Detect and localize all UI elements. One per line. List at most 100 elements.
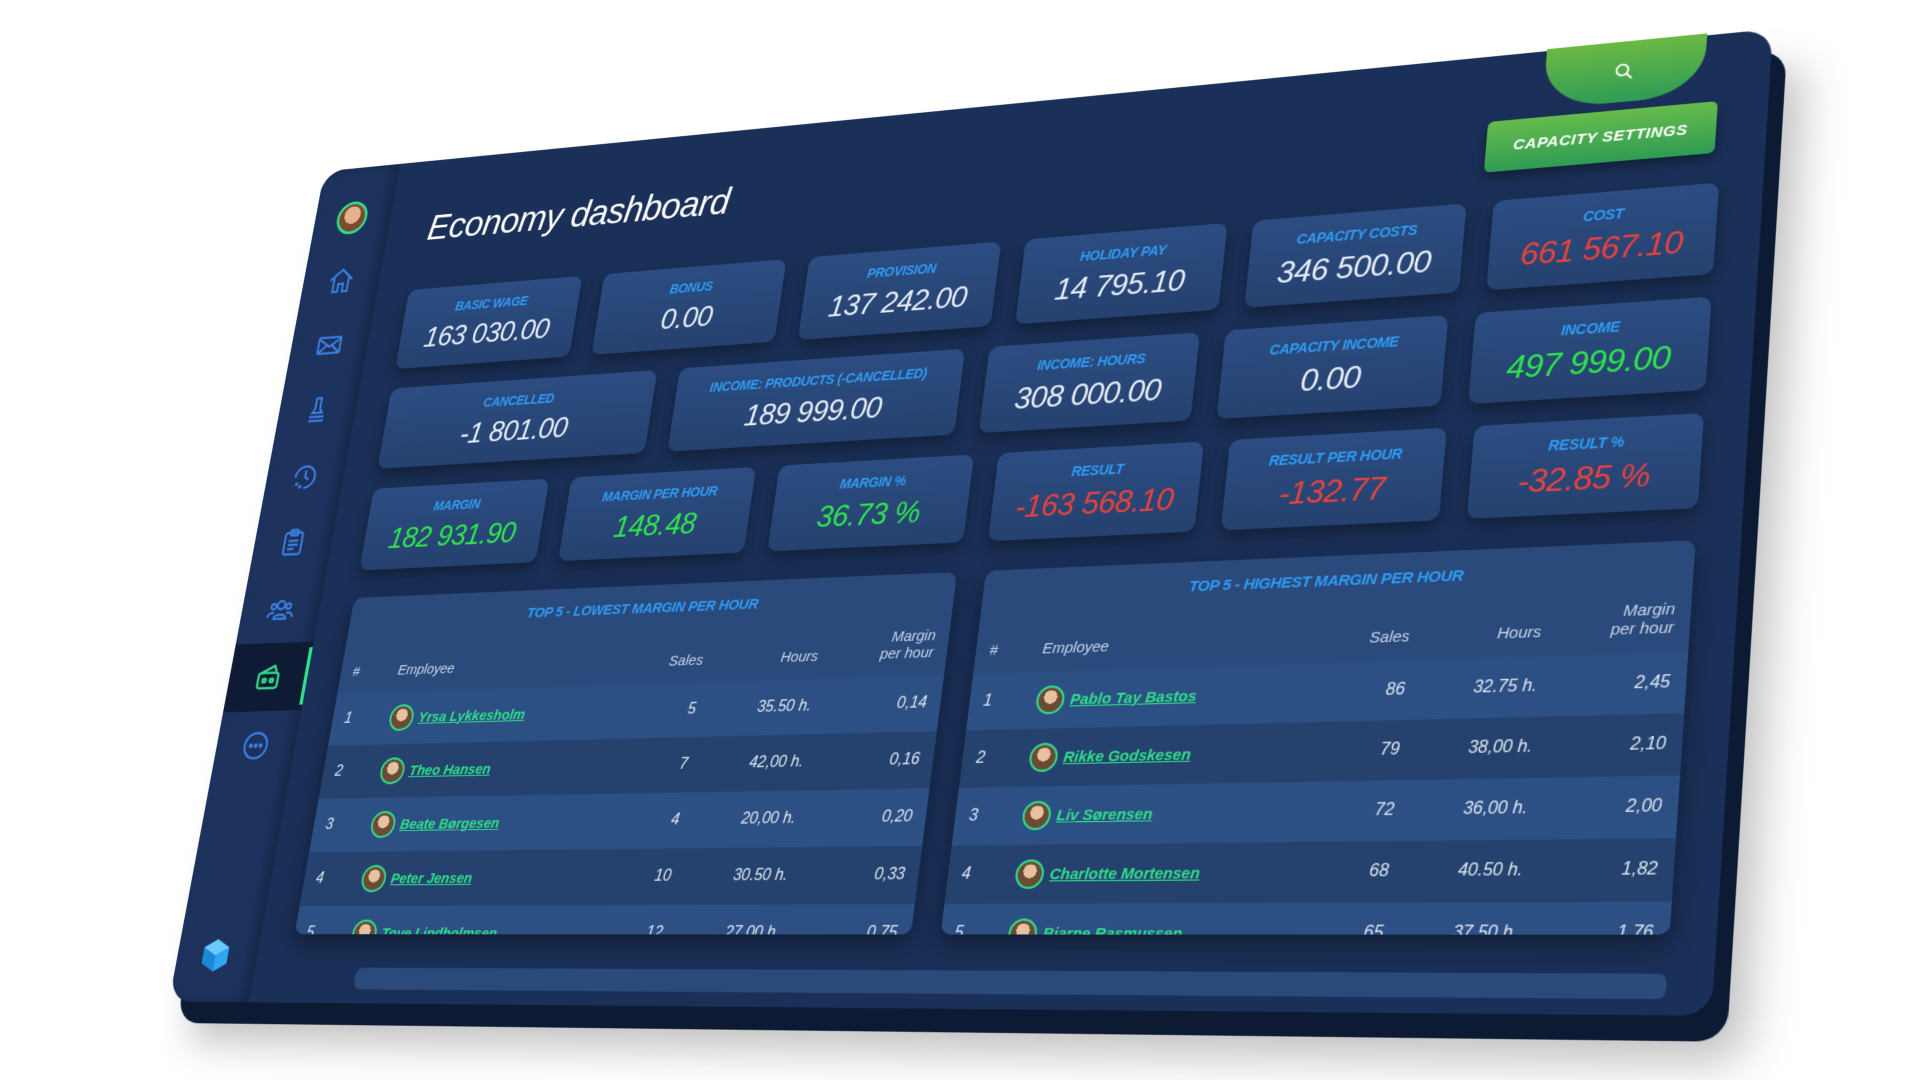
employee-link[interactable]: Yrsa Lykkesholm <box>417 706 527 726</box>
tables-section: TOP 5 - LOWEST MARGIN PER HOUR # Employe… <box>294 540 1696 935</box>
margin-cell: 1,76 <box>1531 901 1672 935</box>
employee-link[interactable]: Bjarne Rasmussen <box>1041 924 1184 935</box>
kpi-margin-percent: MARGIN % 36.73 % <box>767 454 975 552</box>
kpi-value: 661 567.10 <box>1518 224 1685 273</box>
kpi-value: 137 242.00 <box>826 280 970 324</box>
page-title: Economy dashboard <box>424 181 733 248</box>
home-icon <box>324 264 358 297</box>
header-line: Margin <box>890 627 937 646</box>
table-title: TOP 5 - LOWEST MARGIN PER HOUR <box>525 595 760 622</box>
sales-cell: 5 <box>618 681 713 739</box>
kpi-value: 182 931.90 <box>386 516 519 555</box>
column-header-margin-per-hour: Margin per hour <box>1555 600 1692 656</box>
kpi-income-products: INCOME: PRODUCTS (-CANCELLED) 189 999.00 <box>666 348 966 452</box>
hours-cell: 37.50 h. <box>1395 902 1537 935</box>
employee-cell: Bjarne Rasmussen <box>990 902 1302 935</box>
sidebar-item-team[interactable] <box>236 574 326 645</box>
employee-cell: Charlotte Mortensen <box>998 841 1308 904</box>
search-tab[interactable] <box>1542 33 1708 110</box>
margin-cell: 0,33 <box>796 845 923 905</box>
user-avatar[interactable] <box>334 200 371 236</box>
employee-cell: Beate Børgesen <box>354 793 610 852</box>
hours-cell: 32.75 h. <box>1417 655 1556 720</box>
kpi-result-per-hour: RESULT PER HOUR -132.77 <box>1220 427 1447 531</box>
kpi-margin: MARGIN 182 931.90 <box>359 478 550 571</box>
avatar[interactable] <box>1020 800 1053 831</box>
sidebar-item-home[interactable] <box>297 246 385 316</box>
employee-link[interactable]: Charlotte Mortensen <box>1048 863 1201 884</box>
rank-cell: 2 <box>958 729 1020 788</box>
margin-cell: 0,20 <box>804 788 930 848</box>
capacity-settings-button[interactable]: CAPACITY SETTINGS <box>1483 101 1718 173</box>
employee-link[interactable]: Peter Jensen <box>389 869 474 887</box>
sidebar-item-messages[interactable] <box>285 310 374 380</box>
margin-cell: 2,45 <box>1550 651 1689 717</box>
search-icon <box>1612 60 1637 84</box>
kpi-income-hours: INCOME: HOURS 308 000.00 <box>978 332 1201 434</box>
more-icon <box>238 729 274 763</box>
avatar[interactable] <box>1013 859 1046 890</box>
kpi-result: RESULT -163 568.10 <box>987 441 1205 542</box>
margin-cell: 1,82 <box>1536 838 1677 903</box>
kpi-label: CANCELLED <box>482 390 556 410</box>
avatar[interactable] <box>387 704 416 732</box>
employee-cell: Liv Sørensen <box>1005 781 1313 846</box>
sidebar-item-stamp[interactable] <box>273 375 362 445</box>
employee-cell: Theo Hansen <box>364 738 619 798</box>
highest-margin-table: # Employee Sales Hours Margin per hour 1 … <box>940 600 1692 935</box>
sidebar-item-tasks[interactable] <box>248 507 338 578</box>
employee-link[interactable]: Pablo Tay Bastos <box>1069 687 1198 709</box>
table-row: 4 Peter Jensen 10 30.50 h. 0,33 <box>299 845 923 907</box>
kpi-margin-per-hour: MARGIN PER HOUR 148.48 <box>558 466 757 562</box>
avatar[interactable] <box>1006 918 1039 935</box>
hours-cell: 40.50 h. <box>1401 839 1541 903</box>
kpi-label: HOLIDAY PAY <box>1079 242 1168 265</box>
sales-cell: 79 <box>1312 719 1418 782</box>
rank-cell: 5 <box>940 903 999 935</box>
rank-cell: 4 <box>944 845 1006 904</box>
employee-cell: Rikke Godskesen <box>1012 722 1319 787</box>
table-row: 3 Liv Sørensen 72 36,00 h. 2,00 <box>951 775 1681 846</box>
column-header-sales: Sales <box>1368 627 1411 647</box>
avatar[interactable] <box>1034 685 1066 715</box>
table-row: 3 Beate Børgesen 4 20,00 h. 0,20 <box>309 788 930 853</box>
rank-cell: 3 <box>951 786 1013 846</box>
kpi-value: 148.48 <box>611 506 699 544</box>
kpi-label: RESULT % <box>1547 433 1625 454</box>
margin-cell: 2,10 <box>1545 713 1685 778</box>
avatar[interactable] <box>368 810 398 839</box>
employee-link[interactable]: Theo Hansen <box>408 760 493 779</box>
sales-cell: 12 <box>583 904 680 935</box>
kpi-value: 346 500.00 <box>1275 244 1433 291</box>
margin-cell: 2,00 <box>1540 775 1681 840</box>
sales-cell: 68 <box>1301 840 1407 903</box>
sidebar-item-time[interactable] <box>261 440 350 511</box>
kpi-label: CAPACITY COSTS <box>1295 221 1419 248</box>
employee-link[interactable]: Tove Lindholmsen <box>380 924 499 935</box>
kpi-value: 163 030.00 <box>421 312 552 354</box>
column-header-sales: Sales <box>667 651 705 670</box>
sidebar-item-more[interactable] <box>210 710 301 781</box>
sales-cell: 65 <box>1295 902 1402 935</box>
table-title: TOP 5 - HIGHEST MARGIN PER HOUR <box>1188 566 1465 596</box>
kpi-label: BASIC WAGE <box>454 293 529 314</box>
mail-icon <box>312 329 347 363</box>
sales-cell: 86 <box>1318 659 1423 723</box>
kpi-label: INCOME <box>1560 318 1621 339</box>
sales-cell: 7 <box>609 736 705 794</box>
avatar[interactable] <box>378 757 407 785</box>
avatar[interactable] <box>359 864 389 893</box>
sidebar-item-economy[interactable] <box>223 641 314 713</box>
employee-link[interactable]: Rikke Godskesen <box>1062 745 1192 766</box>
kpi-value: -132.77 <box>1277 470 1387 512</box>
employee-link[interactable]: Beate Børgesen <box>398 814 501 833</box>
kpi-label: RESULT <box>1070 460 1125 480</box>
kpi-result-percent: RESULT % -32.85 % <box>1466 412 1704 519</box>
employee-link[interactable]: Liv Sørensen <box>1055 804 1154 825</box>
kpi-label: BONUS <box>668 278 714 297</box>
avatar[interactable] <box>1027 742 1060 773</box>
kpi-capacity-income: CAPACITY INCOME 0.00 <box>1216 314 1449 420</box>
avatar[interactable] <box>350 919 379 935</box>
kpi-value: -1 801.00 <box>457 411 571 450</box>
kpi-label: INCOME: HOURS <box>1036 350 1147 374</box>
